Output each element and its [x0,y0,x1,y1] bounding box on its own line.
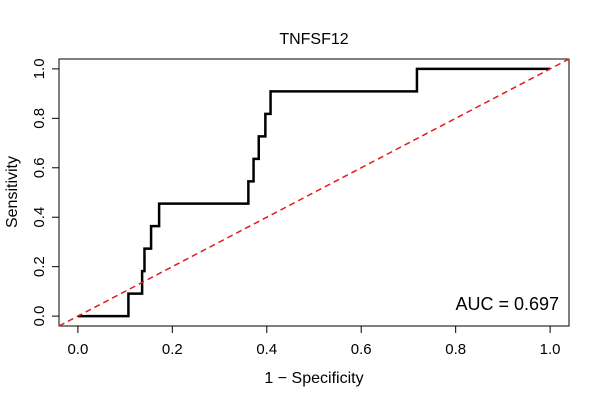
x-tick-label: 0.2 [162,341,183,358]
y-tick-label: 0.2 [31,256,48,277]
y-axis: 0.0 0.2 0.4 0.6 0.8 1.0 [31,58,60,327]
y-tick-label: 0.6 [31,157,48,178]
auc-annotation: AUC = 0.697 [455,294,559,314]
y-tick-label: 0.0 [31,306,48,327]
x-axis: 0.0 0.2 0.4 0.6 0.8 1.0 [67,325,561,358]
reference-diagonal-line [58,58,570,327]
y-axis-label: Sensitivity [4,156,21,228]
chart-title: TNFSF12 [279,31,348,48]
x-tick-label: 0.8 [445,341,466,358]
roc-curve-line [77,67,551,318]
x-tick-label: 0.0 [67,341,88,358]
x-tick-label: 0.4 [256,341,277,358]
y-tick-label: 1.0 [31,58,48,79]
x-tick-label: 0.6 [351,341,372,358]
x-axis-label: 1 − Specificity [264,370,363,387]
y-tick-label: 0.4 [31,207,48,228]
x-tick-label: 1.0 [540,341,561,358]
plot-frame [58,58,570,327]
series-layer [58,58,570,327]
y-tick-label: 0.8 [31,108,48,129]
